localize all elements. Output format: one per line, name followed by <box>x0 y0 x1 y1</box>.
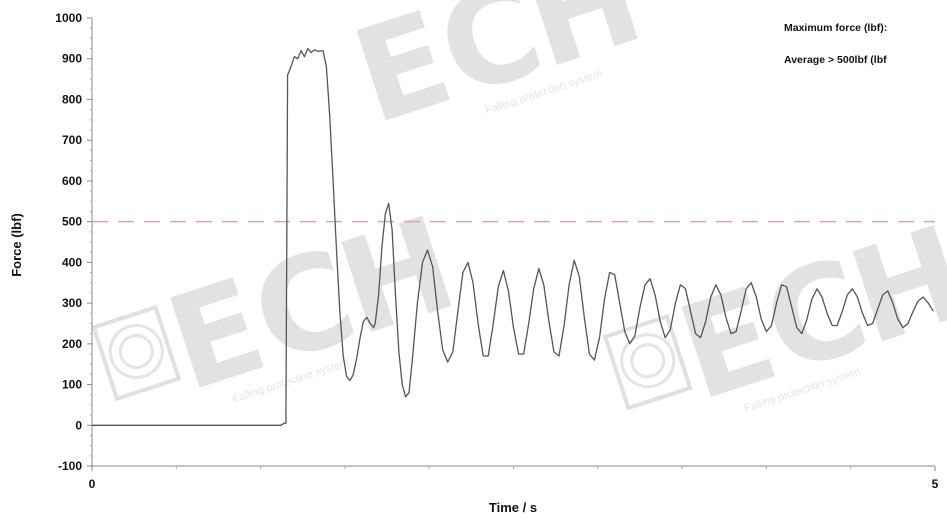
watermark-logo: EC H Falling protection system EC H Fall… <box>91 0 947 430</box>
y-tick-label: 400 <box>62 255 82 269</box>
y-axis-title: Force (lbf) <box>9 213 24 277</box>
y-tick-label: 800 <box>62 92 82 106</box>
y-tick-label: 200 <box>62 337 82 351</box>
x-axis-title: Time / s <box>489 500 537 515</box>
y-tick-label: 0 <box>75 418 82 432</box>
annotation-average: Average > 500lbf (lbf <box>784 54 887 66</box>
series-layer <box>92 47 934 426</box>
annotation-max-force: Maximum force (lbf): <box>784 22 887 34</box>
y-tick-label: 500 <box>62 215 82 229</box>
x-tick-label: 5 <box>932 477 939 491</box>
y-tick-label: 900 <box>62 52 82 66</box>
y-axis-ticks: -100 0 100 200 300 400 500 600 700 800 900 1000 <box>55 11 92 473</box>
y-tick-label: 100 <box>62 378 82 392</box>
y-tick-label: 1000 <box>55 11 82 25</box>
svg-text:EC: EC <box>337 0 559 154</box>
y-tick-label: -100 <box>58 459 82 473</box>
y-tick-label: 600 <box>62 174 82 188</box>
x-tick-label: 0 <box>89 477 96 491</box>
series-line-0 <box>92 47 934 426</box>
y-tick-label: 300 <box>62 296 82 310</box>
y-tick-label: 700 <box>62 133 82 147</box>
